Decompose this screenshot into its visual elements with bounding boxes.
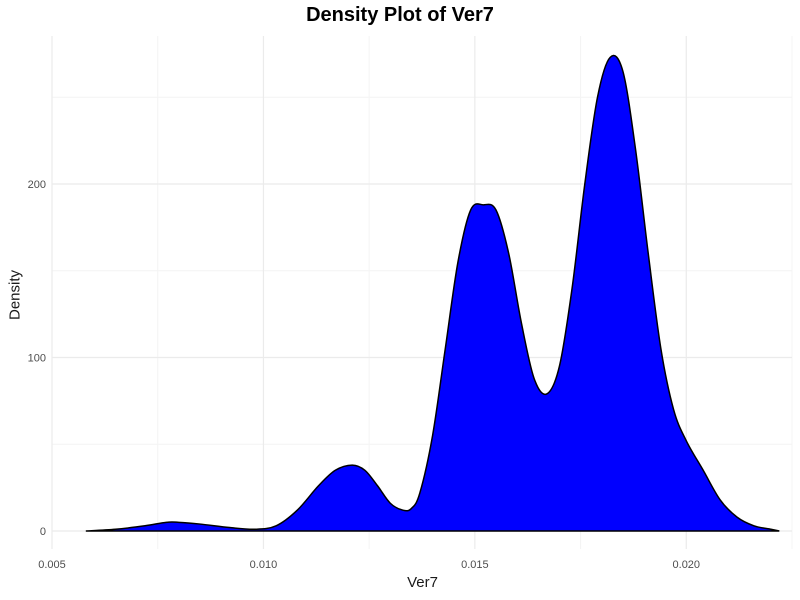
x-tick-label: 0.020	[673, 559, 701, 571]
y-tick-labels: 0 100 200	[28, 179, 46, 538]
y-tick-label: 0	[40, 526, 46, 538]
x-axis-title: Ver7	[407, 574, 438, 591]
chart-title: Density Plot of Ver7	[306, 4, 494, 26]
y-tick-label: 100	[28, 353, 46, 365]
density-area	[85, 54, 780, 532]
x-tick-labels: 0.005 0.010 0.015 0.020	[38, 559, 700, 571]
x-tick-label: 0.015	[461, 559, 489, 571]
y-axis-title: Density	[6, 269, 24, 321]
y-tick-label: 200	[28, 179, 46, 191]
x-tick-label: 0.005	[38, 559, 66, 571]
x-tick-label: 0.010	[250, 559, 278, 571]
